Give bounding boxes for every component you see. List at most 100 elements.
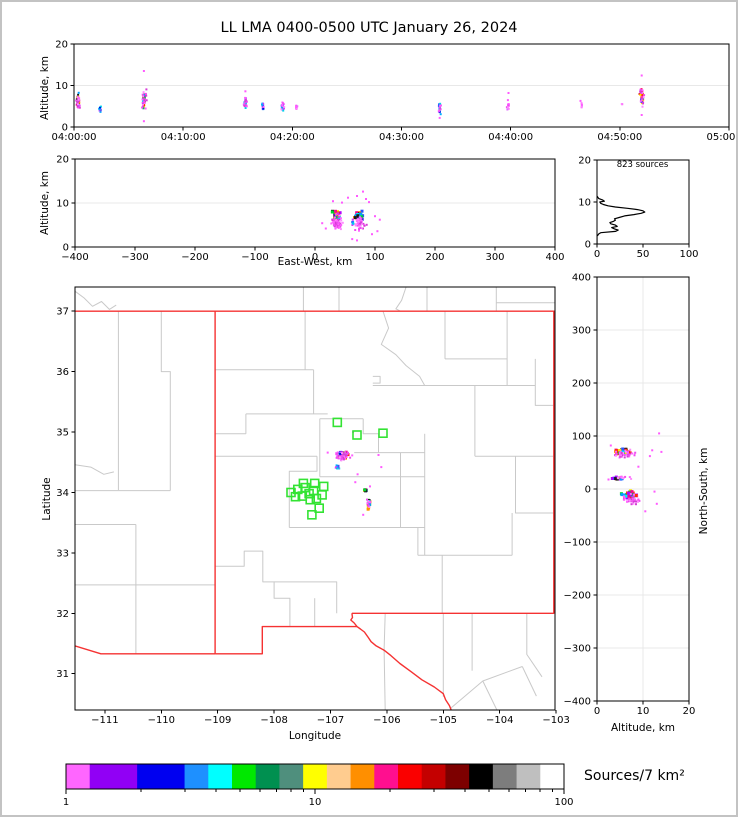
county-borders-line [215, 550, 291, 627]
source-point [629, 448, 632, 451]
source-point-outlier [655, 502, 658, 505]
source-point [619, 477, 623, 481]
colorbar-segment [208, 764, 233, 789]
source-point [619, 450, 622, 453]
source-point [438, 103, 440, 106]
scatter-ew [321, 190, 381, 242]
state-borders-line [350, 613, 452, 710]
colorbar-segment [66, 764, 91, 789]
source-point [336, 226, 339, 228]
tick-label: 04:30:00 [379, 132, 424, 143]
flash-square-marker [332, 417, 343, 428]
tick-label: −111 [91, 715, 118, 726]
source-point [359, 219, 362, 222]
scatter-time [75, 70, 646, 123]
state-borders-line [351, 311, 555, 614]
x-axis-label-ew: East-West, km [277, 256, 353, 268]
source-point-outlier [351, 238, 354, 241]
histogram-profile-line [597, 195, 646, 244]
source-point [621, 454, 623, 457]
source-point-outlier [362, 190, 364, 193]
source-point [624, 450, 627, 453]
county-borders-line [515, 456, 554, 514]
tick-label: 0 [312, 252, 318, 263]
source-point [75, 99, 78, 102]
source-point [295, 107, 298, 110]
source-point [346, 453, 349, 456]
source-point [362, 227, 364, 230]
source-point [351, 454, 354, 457]
colorbar-segment [469, 764, 494, 789]
source-point [630, 477, 633, 480]
tick-label: −100 [241, 252, 268, 263]
source-point [338, 211, 342, 215]
source-point [77, 98, 80, 101]
source-point [641, 105, 644, 108]
source-point [245, 100, 248, 103]
tick-label: −100 [564, 538, 591, 549]
tick-label: −110 [148, 715, 175, 726]
source-point [359, 224, 362, 227]
tick-label: −108 [260, 715, 287, 726]
colorbar-segment [492, 764, 518, 789]
source-point [330, 222, 333, 225]
tick-label: 33 [56, 548, 69, 559]
county-borders-line [160, 311, 171, 491]
source-point [331, 221, 334, 224]
source-point [506, 99, 509, 102]
source-point [642, 98, 645, 101]
latitude-label: Latitude [41, 477, 53, 521]
tick-label: −104 [486, 715, 513, 726]
source-point [368, 500, 371, 503]
source-point [642, 96, 645, 99]
source-point [359, 227, 362, 229]
tick-label: −105 [430, 715, 457, 726]
source-point [620, 452, 623, 455]
source-point [337, 454, 340, 457]
tick-label: 36 [56, 367, 69, 378]
source-point-outlier [579, 99, 582, 102]
source-point [506, 108, 509, 111]
source-point [99, 110, 102, 113]
source-point [336, 456, 339, 459]
county-borders-line [380, 311, 426, 386]
source-point [355, 211, 359, 215]
source-point [144, 107, 147, 110]
source-point-outlier [362, 513, 365, 516]
tick-label: 0 [62, 123, 68, 134]
source-point [628, 455, 631, 458]
source-point [98, 109, 101, 112]
source-point [632, 501, 635, 503]
source-point [77, 106, 80, 109]
flash-square-marker [305, 494, 316, 505]
source-point [626, 495, 630, 498]
source-point [628, 493, 632, 497]
source-point-outlier [341, 201, 343, 204]
source-point [78, 106, 81, 109]
source-point [640, 98, 643, 101]
source-point [143, 104, 146, 107]
source-point [637, 500, 639, 503]
source-point [353, 216, 357, 220]
tick-label: 35 [56, 428, 69, 439]
source-point-outlier [609, 444, 612, 447]
source-point [623, 454, 626, 457]
source-point [622, 495, 625, 498]
colorbar-segment [326, 764, 352, 789]
tick-label: 300 [485, 252, 504, 263]
flash-square-marker [378, 428, 388, 439]
source-point [356, 214, 360, 218]
source-point [621, 477, 624, 480]
tick-label: −109 [204, 715, 231, 726]
source-point [639, 91, 642, 94]
tick-label: 0 [594, 249, 600, 260]
source-point [339, 217, 342, 220]
source-point [439, 108, 442, 111]
source-point [283, 107, 285, 110]
scatter-map [286, 417, 388, 520]
source-point [507, 107, 510, 110]
tick-label: 10 [578, 198, 591, 209]
source-point [333, 216, 336, 219]
county-borders-line [372, 375, 381, 384]
source-point [280, 108, 283, 111]
